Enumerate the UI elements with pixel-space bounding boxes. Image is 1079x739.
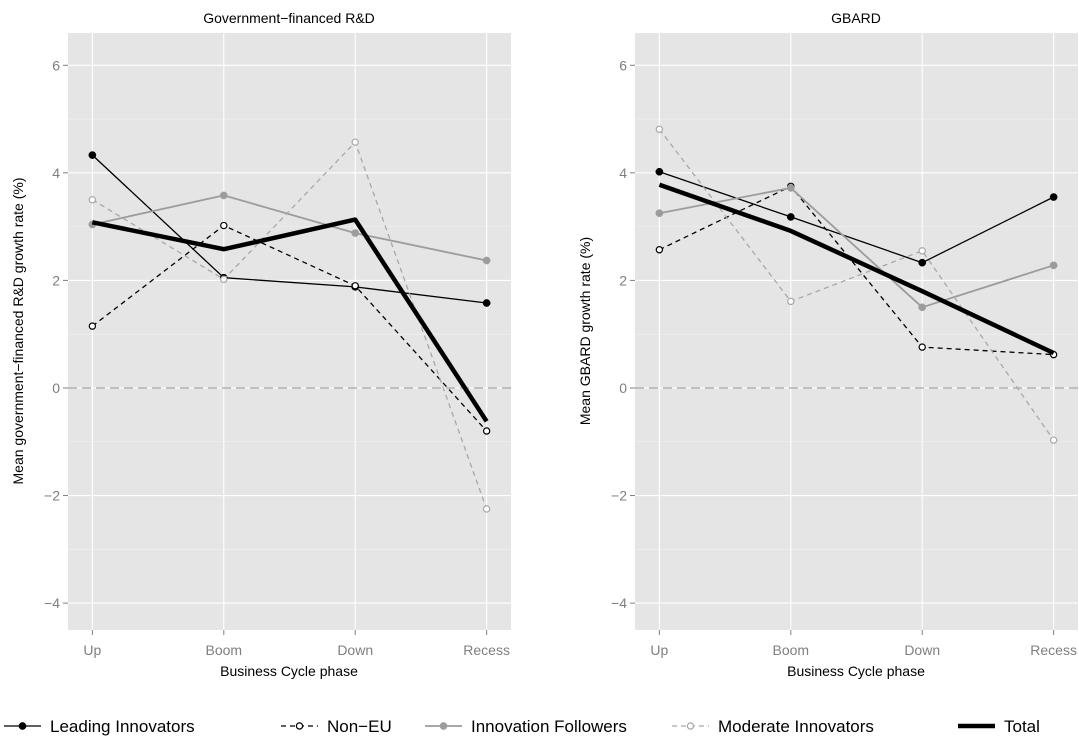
legend-item-non-eu: Non−EU — [281, 717, 392, 736]
panel-government-financed: Government−financed R&D Mean government−… — [10, 10, 511, 679]
legend-swatch-marker — [18, 722, 27, 730]
y-tick-label: 4 — [619, 165, 627, 181]
data-point-non-eu — [88, 322, 97, 330]
plot-area: −4 −2 0 2 4 6 Up Boom Down Recess — [44, 33, 511, 658]
x-tick-label: Down — [337, 642, 373, 658]
y-tick-label: 0 — [52, 380, 60, 396]
data-point-moderate — [918, 247, 926, 255]
panel-title: Government−financed R&D — [203, 10, 375, 26]
series-line-total — [658, 182, 1055, 356]
legend-label: Total — [1004, 717, 1040, 736]
y-tick-label: 0 — [619, 380, 627, 396]
data-point-leading — [482, 299, 491, 307]
data-point-followers — [1049, 261, 1058, 270]
y-tick-label: 2 — [52, 272, 60, 288]
x-tick-label: Recess — [1030, 642, 1077, 658]
y-tick-label: −2 — [611, 488, 627, 504]
panel-gbard: GBARD Mean GBARD growth rate (%) Busines… — [577, 10, 1078, 679]
x-tick-label: Up — [83, 642, 101, 658]
data-point-non-eu — [220, 221, 228, 230]
series-line-moderate — [92, 141, 488, 510]
legend-label: Non−EU — [327, 717, 392, 736]
x-axis-label: Business Cycle phase — [787, 663, 925, 679]
panel-background — [68, 33, 511, 630]
y-axis-label: Mean government−financed R&D growth rate… — [10, 178, 26, 485]
x-tick-label: Down — [904, 642, 940, 658]
data-point-non-eu — [918, 343, 926, 351]
data-point-moderate — [351, 138, 359, 146]
data-point-moderate — [482, 505, 491, 513]
series-line-followers — [92, 194, 487, 262]
x-axis-label: Business Cycle phase — [220, 663, 358, 679]
y-tick-label: −4 — [611, 595, 627, 611]
x-tick-label: Recess — [463, 642, 510, 658]
y-tick-label: 4 — [52, 165, 60, 181]
series-line-moderate — [658, 128, 1055, 441]
y-axis-label: Mean GBARD growth rate (%) — [577, 237, 593, 425]
data-point-non-eu — [482, 427, 491, 435]
y-tick-label: 6 — [619, 57, 627, 73]
legend-label: Moderate Innovators — [718, 717, 874, 736]
x-tick-label: Boom — [772, 642, 809, 658]
series-line-leading — [659, 171, 1054, 264]
x-tick-label: Boom — [205, 642, 242, 658]
legend: Leading Innovators Non−EU Innovation Follo… — [4, 717, 1040, 736]
y-tick-label: 6 — [52, 57, 60, 73]
legend-item-moderate: Moderate Innovators — [672, 717, 874, 736]
data-point-moderate — [1049, 436, 1058, 444]
data-point-leading — [88, 151, 97, 159]
series-line-non-eu — [92, 224, 488, 432]
legend-swatch-marker — [295, 722, 304, 730]
legend-label: Innovation Followers — [471, 717, 627, 736]
panel-title: GBARD — [831, 10, 881, 26]
plot-area: −4 −2 0 2 4 6 Up Boom Down Recess — [611, 33, 1078, 658]
series-line-total — [91, 217, 489, 423]
data-point-followers — [219, 191, 228, 200]
legend-swatch-marker — [686, 722, 695, 730]
legend-label: Leading Innovators — [50, 717, 195, 736]
data-point-leading — [918, 258, 927, 267]
legend-item-total: Total — [958, 717, 1040, 736]
data-point-moderate — [88, 196, 97, 204]
data-point-moderate — [787, 297, 795, 306]
series-line-followers — [659, 186, 1054, 309]
data-point-followers — [918, 303, 927, 312]
data-point-followers — [786, 184, 795, 192]
data-point-non-eu — [351, 282, 359, 290]
y-tick-label: −2 — [44, 488, 60, 504]
series-line-non-eu — [659, 185, 1054, 356]
data-point-followers — [351, 229, 360, 237]
y-tick-label: −4 — [44, 595, 60, 611]
y-tick-label: 2 — [619, 272, 627, 288]
data-point-leading — [786, 213, 795, 221]
data-point-moderate — [220, 275, 228, 284]
data-point-moderate — [655, 125, 664, 133]
data-point-leading — [655, 167, 664, 176]
data-point-non-eu — [655, 246, 664, 254]
data-point-followers — [482, 256, 491, 265]
legend-item-followers: Innovation Followers — [425, 717, 627, 736]
data-point-leading — [1049, 193, 1058, 201]
x-tick-label: Up — [650, 642, 668, 658]
legend-swatch-marker — [439, 722, 448, 730]
series-line-leading — [91, 154, 487, 304]
legend-item-leading: Leading Innovators — [4, 717, 195, 736]
data-point-followers — [655, 209, 664, 218]
